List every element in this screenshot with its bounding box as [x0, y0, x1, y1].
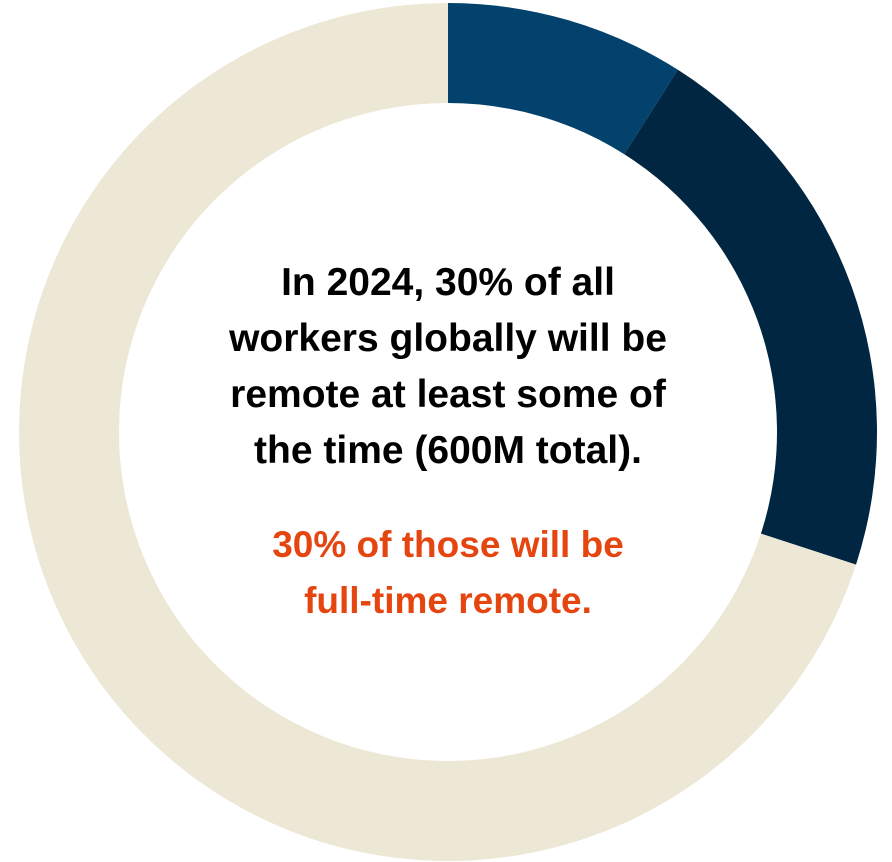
donut-slice-1 [448, 2, 678, 155]
headline-line-4: the time (600M total). [254, 429, 642, 472]
headline-annotation: In 2024, 30% of all workers globally wil… [188, 255, 708, 479]
subline-line-1: 30% of those will be [272, 524, 624, 565]
headline-line-3: remote at least some of [230, 373, 666, 416]
subline-line-2: full-time remote. [304, 580, 592, 621]
donut-slice-2 [624, 69, 877, 565]
headline-line-1: In 2024, 30% of all [281, 261, 615, 304]
subline-annotation: 30% of those will be full-time remote. [188, 517, 708, 629]
headline-line-2: workers globally will be [229, 317, 667, 360]
